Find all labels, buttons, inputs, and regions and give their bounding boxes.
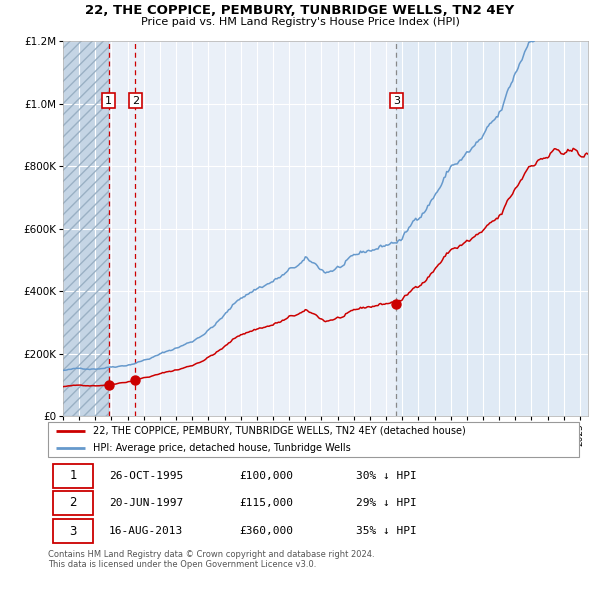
- Text: 3: 3: [393, 96, 400, 106]
- Text: 26-OCT-1995: 26-OCT-1995: [109, 471, 184, 481]
- FancyBboxPatch shape: [53, 464, 93, 487]
- FancyBboxPatch shape: [53, 519, 93, 543]
- Text: 16-AUG-2013: 16-AUG-2013: [109, 526, 184, 536]
- Text: 2: 2: [70, 496, 77, 510]
- Bar: [396, 41, 588, 416]
- Text: 3: 3: [70, 525, 77, 537]
- FancyBboxPatch shape: [53, 491, 93, 515]
- Text: 22, THE COPPICE, PEMBURY, TUNBRIDGE WELLS, TN2 4EY: 22, THE COPPICE, PEMBURY, TUNBRIDGE WELL…: [85, 4, 515, 17]
- Text: 1: 1: [105, 96, 112, 106]
- Text: £100,000: £100,000: [239, 471, 293, 481]
- Text: 20-JUN-1997: 20-JUN-1997: [109, 498, 184, 508]
- Text: 30% ↓ HPI: 30% ↓ HPI: [356, 471, 417, 481]
- Text: Contains HM Land Registry data © Crown copyright and database right 2024.
This d: Contains HM Land Registry data © Crown c…: [48, 550, 374, 569]
- Text: 29% ↓ HPI: 29% ↓ HPI: [356, 498, 417, 508]
- Bar: [63, 41, 109, 416]
- Text: £360,000: £360,000: [239, 526, 293, 536]
- Text: 2: 2: [131, 96, 139, 106]
- Text: 35% ↓ HPI: 35% ↓ HPI: [356, 526, 417, 536]
- Text: 22, THE COPPICE, PEMBURY, TUNBRIDGE WELLS, TN2 4EY (detached house): 22, THE COPPICE, PEMBURY, TUNBRIDGE WELL…: [93, 426, 466, 435]
- Text: HPI: Average price, detached house, Tunbridge Wells: HPI: Average price, detached house, Tunb…: [93, 444, 351, 453]
- Text: Price paid vs. HM Land Registry's House Price Index (HPI): Price paid vs. HM Land Registry's House …: [140, 17, 460, 27]
- Bar: [63, 41, 109, 416]
- Text: 1: 1: [70, 469, 77, 482]
- FancyBboxPatch shape: [48, 422, 579, 457]
- Text: £115,000: £115,000: [239, 498, 293, 508]
